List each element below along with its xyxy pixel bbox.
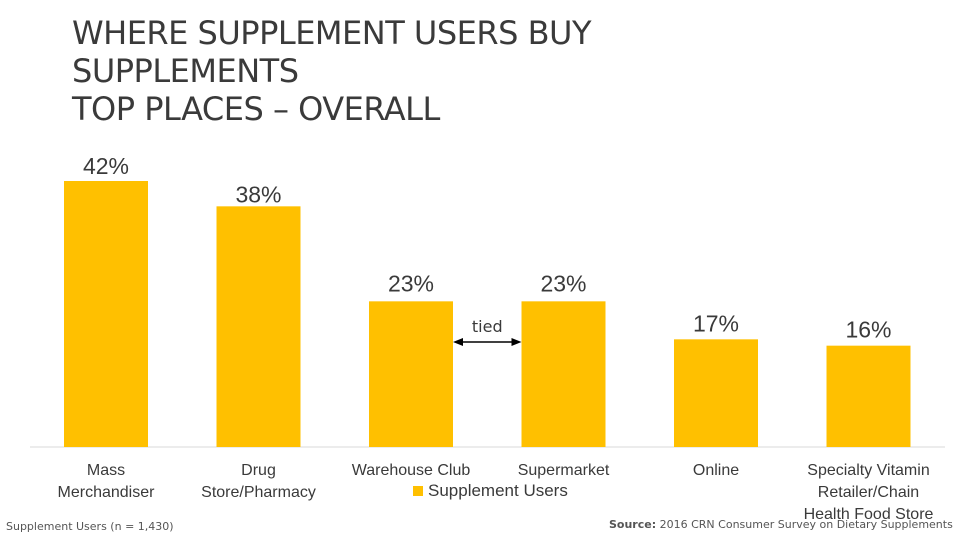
legend: Supplement Users [413, 481, 568, 501]
category-label-1-line-0: Drug [241, 462, 276, 479]
category-label-2: Warehouse Club [352, 462, 471, 479]
data-label-1: 38% [235, 181, 281, 207]
category-label-5-line-0: Specialty Vitamin [807, 462, 929, 479]
tied-arrow-head-right [511, 338, 522, 346]
data-label-4: 17% [693, 310, 739, 336]
title-line-3: TOP PLACES – OVERALL [72, 90, 440, 128]
footnote: Supplement Users (n = 1,430) [6, 520, 174, 533]
category-label-0-line-0: Mass [87, 462, 125, 479]
category-label-4: Online [693, 462, 739, 479]
source-prefix: Source: [609, 518, 657, 531]
category-label-5-line-1: Retailer/Chain [818, 484, 919, 501]
tied-annotation-label: tied [472, 317, 503, 336]
bar-1 [216, 206, 301, 447]
category-label-0-line-1: Merchandiser [58, 484, 156, 501]
category-label-1-line-1: Store/Pharmacy [201, 484, 316, 501]
data-label-0: 42% [83, 153, 129, 179]
category-label-3: Supermarket [518, 462, 610, 479]
bar-5 [826, 345, 911, 447]
bar-4 [674, 339, 758, 447]
title-line-2: SUPPLEMENTS [72, 52, 299, 90]
legend-swatch [413, 486, 423, 496]
source-note: Source: 2016 CRN Consumer Survey on Diet… [609, 518, 953, 531]
bar-2 [369, 301, 453, 447]
chart-title: WHERE SUPPLEMENT USERS BUY SUPPLEMENTS T… [72, 14, 592, 128]
bar-3 [521, 301, 606, 447]
category-label-5-line-2: Health Food Store [804, 506, 934, 523]
data-label-2: 23% [388, 270, 434, 296]
data-label-5: 16% [845, 317, 891, 343]
data-label-3: 23% [540, 270, 586, 296]
legend-label: Supplement Users [428, 481, 568, 500]
bar-0 [64, 181, 148, 447]
source-text: 2016 CRN Consumer Survey on Dietary Supp… [656, 518, 953, 531]
tied-arrow-head-left [453, 338, 463, 346]
title-line-1: WHERE SUPPLEMENT USERS BUY [72, 14, 592, 52]
